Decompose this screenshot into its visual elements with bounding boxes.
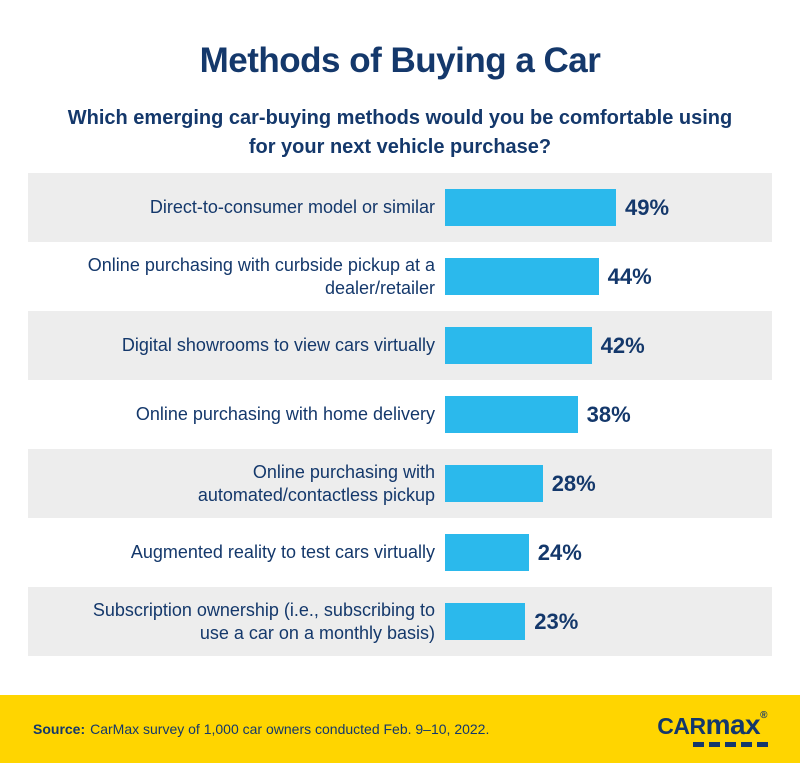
row-label: Direct-to-consumer model or similar bbox=[149, 197, 435, 217]
bar-wrap: 44% bbox=[445, 258, 772, 295]
source-text: Source: CarMax survey of 1,000 car owners… bbox=[33, 721, 489, 737]
logo-part-car: car bbox=[657, 713, 706, 739]
row-label: Online purchasing with home delivery bbox=[135, 404, 435, 424]
bar-wrap: 49% bbox=[445, 189, 772, 226]
bar bbox=[445, 258, 599, 295]
header: Methods of Buying a Car Which emerging c… bbox=[0, 0, 800, 162]
value-label: 44% bbox=[607, 263, 652, 289]
value-label: 38% bbox=[586, 401, 631, 427]
footer-bar: Source: CarMax survey of 1,000 car owners… bbox=[0, 695, 800, 763]
value-label: 24% bbox=[537, 539, 582, 565]
bar-wrap: 24% bbox=[445, 534, 772, 571]
bar-chart: Direct-to-consumer model or similar 49% … bbox=[28, 173, 772, 656]
value-label: 23% bbox=[534, 608, 579, 634]
chart-row: Direct-to-consumer model or similar 49% bbox=[28, 173, 772, 242]
chart-row: Online purchasing with home delivery 38% bbox=[28, 380, 772, 449]
bar bbox=[445, 534, 529, 571]
chart-row: Online purchasing with automated/contact… bbox=[28, 449, 772, 518]
bar-wrap: 42% bbox=[445, 327, 772, 364]
row-label: Online purchasing with automated/contact… bbox=[197, 461, 435, 505]
bar bbox=[445, 327, 592, 364]
row-label: Subscription ownership (i.e., subscribin… bbox=[92, 599, 435, 643]
value-label: 42% bbox=[600, 332, 645, 358]
chart-row: Online purchasing with curbside pickup a… bbox=[28, 242, 772, 311]
bar bbox=[445, 396, 578, 433]
bar-wrap: 23% bbox=[445, 603, 772, 640]
bar bbox=[445, 465, 543, 502]
chart-row: Augmented reality to test cars virtually… bbox=[28, 518, 772, 587]
source-detail: CarMax survey of 1,000 car owners conduc… bbox=[90, 721, 490, 737]
registered-trademark-icon: ® bbox=[760, 710, 767, 721]
bar bbox=[445, 603, 526, 640]
source-label: Source: bbox=[33, 721, 86, 737]
row-label: Augmented reality to test cars virtually bbox=[130, 542, 435, 562]
bar-wrap: 38% bbox=[445, 396, 772, 433]
logo-part-max: max bbox=[705, 709, 761, 740]
chart-row: Subscription ownership (i.e., subscribin… bbox=[28, 587, 772, 656]
chart-row: Digital showrooms to view cars virtually… bbox=[28, 311, 772, 380]
row-label: Online purchasing with curbside pickup a… bbox=[87, 254, 435, 298]
carmax-logo: carmax® bbox=[657, 711, 771, 747]
carmax-logo-text: carmax® bbox=[657, 711, 767, 739]
logo-dashed-underline bbox=[693, 742, 771, 747]
chart-subtitle: Which emerging car-buying methods would … bbox=[67, 107, 733, 158]
page-title: Methods of Buying a Car bbox=[199, 41, 601, 80]
row-label: Digital showrooms to view cars virtually bbox=[121, 335, 435, 355]
value-label: 28% bbox=[551, 470, 596, 496]
bar-wrap: 28% bbox=[445, 465, 772, 502]
value-label: 49% bbox=[625, 194, 670, 220]
bar bbox=[445, 189, 616, 226]
